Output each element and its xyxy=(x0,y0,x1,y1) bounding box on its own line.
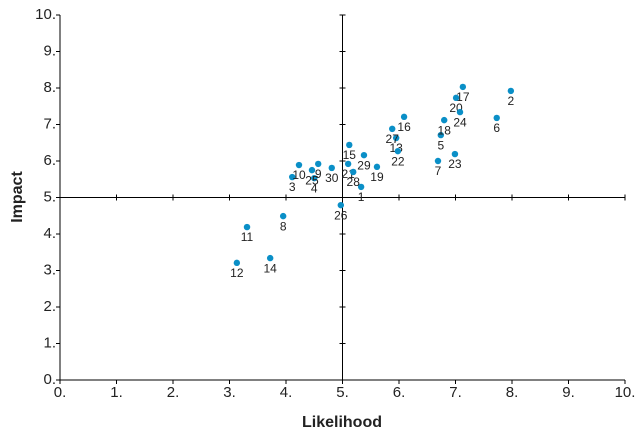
x-tick-label: 4. xyxy=(280,384,293,401)
point-label: 4 xyxy=(311,181,318,195)
point xyxy=(400,113,408,121)
point-label: 30 xyxy=(325,171,339,185)
point xyxy=(373,163,381,171)
point xyxy=(295,161,303,169)
point-label: 25 xyxy=(305,173,319,187)
point-label: 3 xyxy=(289,180,296,194)
point xyxy=(233,259,241,267)
x-tick-label: 6. xyxy=(393,384,406,401)
point-label: 7 xyxy=(435,164,442,178)
y-tick-label: 0. xyxy=(43,371,56,388)
y-tick-label: 3. xyxy=(43,261,56,278)
x-axis-title: Likelihood xyxy=(302,414,382,431)
point-label: 16 xyxy=(397,120,411,134)
point xyxy=(360,151,368,159)
x-tick-label: 10. xyxy=(615,384,635,401)
point xyxy=(389,125,396,133)
point xyxy=(434,157,442,165)
point-label: 15 xyxy=(343,148,357,162)
point xyxy=(507,87,515,95)
point xyxy=(289,173,296,181)
y-tick-label: 4. xyxy=(43,225,56,242)
point xyxy=(493,114,500,122)
y-tick-label: 6. xyxy=(43,152,56,169)
point xyxy=(357,183,365,191)
point xyxy=(337,201,345,209)
point xyxy=(311,174,318,182)
point xyxy=(279,212,287,220)
point-label: 12 xyxy=(230,266,244,280)
point-label: 29 xyxy=(357,158,371,172)
x-tick-label: 7. xyxy=(449,384,462,401)
y-tick-label: 9. xyxy=(43,42,56,59)
point xyxy=(350,168,357,176)
point-label: 23 xyxy=(448,157,462,171)
y-tick-label: 10. xyxy=(35,6,56,23)
point-label: 26 xyxy=(334,208,348,222)
point xyxy=(452,94,460,102)
point-label: 24 xyxy=(453,115,467,129)
point-label: 28 xyxy=(347,175,361,189)
point-label: 18 xyxy=(438,123,452,137)
point xyxy=(346,141,353,149)
point xyxy=(243,223,251,231)
point xyxy=(451,150,459,158)
point xyxy=(328,164,335,172)
x-tick-label: 3. xyxy=(223,384,236,401)
point-label: 27 xyxy=(386,132,400,146)
point xyxy=(308,166,316,174)
point-label: 9 xyxy=(315,167,322,181)
point-label: 1 xyxy=(358,190,365,204)
point xyxy=(459,83,467,91)
point xyxy=(441,116,448,124)
x-tick-label: 9. xyxy=(562,384,575,401)
point-label: 19 xyxy=(370,170,384,184)
x-tick-label: 2. xyxy=(167,384,180,401)
point-label: 6 xyxy=(493,121,500,135)
x-tick-label: 0. xyxy=(54,384,67,401)
y-tick-label: 7. xyxy=(43,115,56,132)
point-label: 22 xyxy=(391,154,405,168)
point xyxy=(392,134,400,142)
point xyxy=(266,254,274,262)
y-axis-title: Impact xyxy=(9,171,26,223)
y-tick-label: 8. xyxy=(43,79,56,96)
point-label: 17 xyxy=(456,90,470,104)
point xyxy=(394,147,402,155)
y-tick-label: 5. xyxy=(43,188,56,205)
y-tick-label: 1. xyxy=(43,334,56,351)
x-tick-label: 5. xyxy=(336,384,349,401)
x-tick-label: 8. xyxy=(506,384,519,401)
point-label: 2 xyxy=(508,94,515,108)
point-label: 14 xyxy=(264,261,278,275)
point-label: 5 xyxy=(437,138,444,152)
point xyxy=(344,160,352,168)
point-label: 10 xyxy=(292,168,306,182)
x-tick-label: 1. xyxy=(110,384,123,401)
point-label: 11 xyxy=(241,230,254,244)
point xyxy=(315,160,322,168)
point xyxy=(456,108,464,116)
point xyxy=(437,131,445,139)
point-label: 8 xyxy=(280,219,287,233)
y-tick-label: 2. xyxy=(43,298,56,315)
